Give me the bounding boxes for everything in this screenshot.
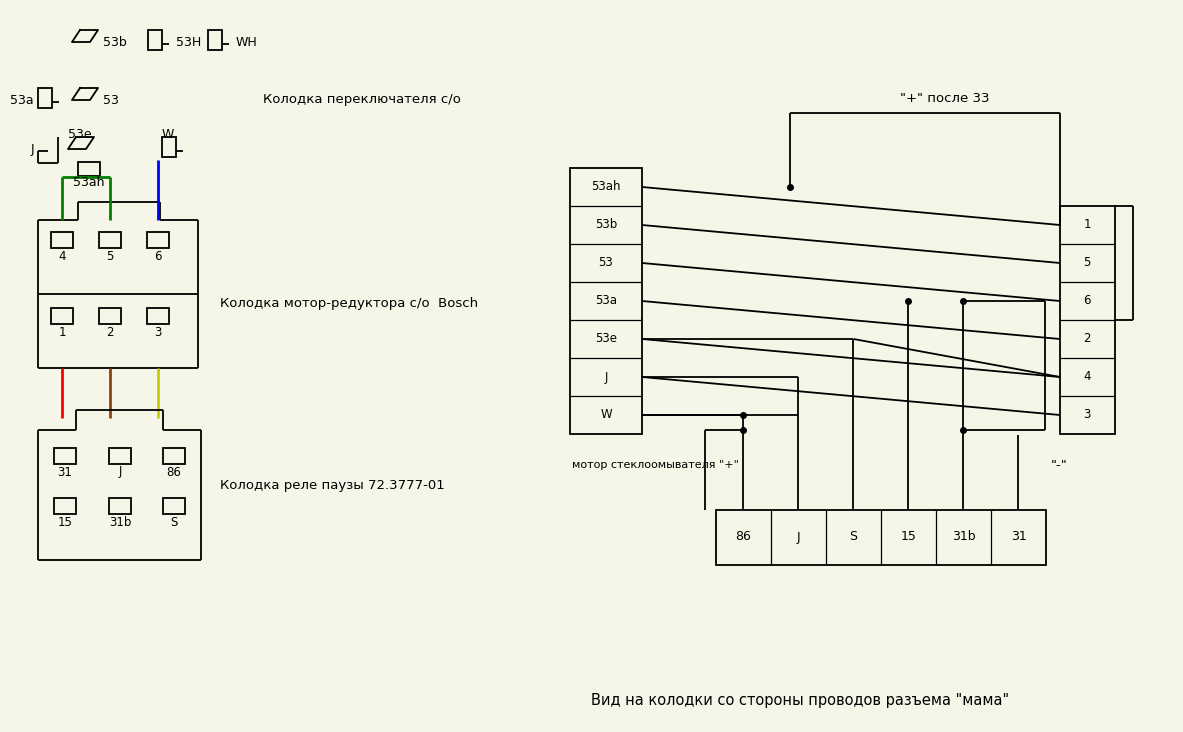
Text: 3: 3 xyxy=(1084,408,1091,422)
Text: Колодка мотор-редуктора с/о  Bosch: Колодка мотор-редуктора с/о Bosch xyxy=(220,297,478,310)
Text: 86: 86 xyxy=(167,466,181,479)
Text: 5: 5 xyxy=(1084,256,1091,269)
Text: 53b: 53b xyxy=(103,35,127,48)
Bar xyxy=(163,498,185,514)
Text: J: J xyxy=(31,143,34,157)
Text: 31b: 31b xyxy=(109,515,131,529)
Text: 3: 3 xyxy=(154,326,162,338)
Text: W: W xyxy=(600,408,612,422)
Text: Колодка переключателя с/о: Колодка переключателя с/о xyxy=(263,94,461,106)
Bar xyxy=(51,308,73,324)
Text: 4: 4 xyxy=(1084,370,1091,384)
Text: мотор стеклоомывателя "+": мотор стеклоомывателя "+" xyxy=(573,460,739,470)
Bar xyxy=(78,162,101,176)
Text: 1: 1 xyxy=(1084,218,1091,231)
Bar xyxy=(163,448,185,464)
Bar xyxy=(570,168,642,434)
Bar xyxy=(38,88,52,108)
Text: S: S xyxy=(849,531,858,543)
Text: 31b: 31b xyxy=(951,531,975,543)
Text: 15: 15 xyxy=(58,515,72,529)
Bar xyxy=(109,448,131,464)
Text: 1: 1 xyxy=(58,326,66,338)
Text: 53: 53 xyxy=(103,94,118,106)
Bar xyxy=(716,510,1046,565)
Bar xyxy=(99,308,121,324)
Text: 5: 5 xyxy=(106,250,114,263)
Text: 6: 6 xyxy=(1084,294,1091,307)
Text: 53ah: 53ah xyxy=(592,181,621,193)
Text: 53H: 53H xyxy=(176,35,201,48)
Bar xyxy=(148,30,162,50)
Text: "-": "-" xyxy=(1051,458,1067,471)
Text: Колодка реле паузы 72.3777-01: Колодка реле паузы 72.3777-01 xyxy=(220,479,445,491)
Text: 31: 31 xyxy=(1010,531,1027,543)
Text: 86: 86 xyxy=(736,531,751,543)
Text: 53a: 53a xyxy=(11,94,34,106)
Bar xyxy=(1060,206,1116,434)
Text: 53ah: 53ah xyxy=(73,176,105,189)
Bar xyxy=(147,232,169,248)
Text: 15: 15 xyxy=(900,531,917,543)
Text: 53: 53 xyxy=(599,256,613,269)
Bar xyxy=(54,498,76,514)
Text: J: J xyxy=(605,370,608,384)
Text: 2: 2 xyxy=(1084,332,1091,346)
Text: 6: 6 xyxy=(154,250,162,263)
Bar xyxy=(109,498,131,514)
Text: 31: 31 xyxy=(58,466,72,479)
Text: 53a: 53a xyxy=(595,294,618,307)
Bar xyxy=(147,308,169,324)
Text: S: S xyxy=(170,515,177,529)
Text: J: J xyxy=(118,466,122,479)
Text: W: W xyxy=(162,129,174,141)
Text: 2: 2 xyxy=(106,326,114,338)
Text: 53b: 53b xyxy=(595,218,618,231)
Text: "+" после 33: "+" после 33 xyxy=(900,92,989,105)
Bar xyxy=(51,232,73,248)
Bar xyxy=(208,30,222,50)
Text: 53e: 53e xyxy=(595,332,618,346)
Text: 4: 4 xyxy=(58,250,66,263)
Bar xyxy=(162,137,176,157)
Text: 53e: 53e xyxy=(67,129,91,141)
Text: J: J xyxy=(796,531,801,543)
Bar xyxy=(99,232,121,248)
Bar xyxy=(54,448,76,464)
Text: Вид на колодки со стороны проводов разъема "мама": Вид на колодки со стороны проводов разъе… xyxy=(592,692,1009,708)
Text: WH: WH xyxy=(235,35,258,48)
